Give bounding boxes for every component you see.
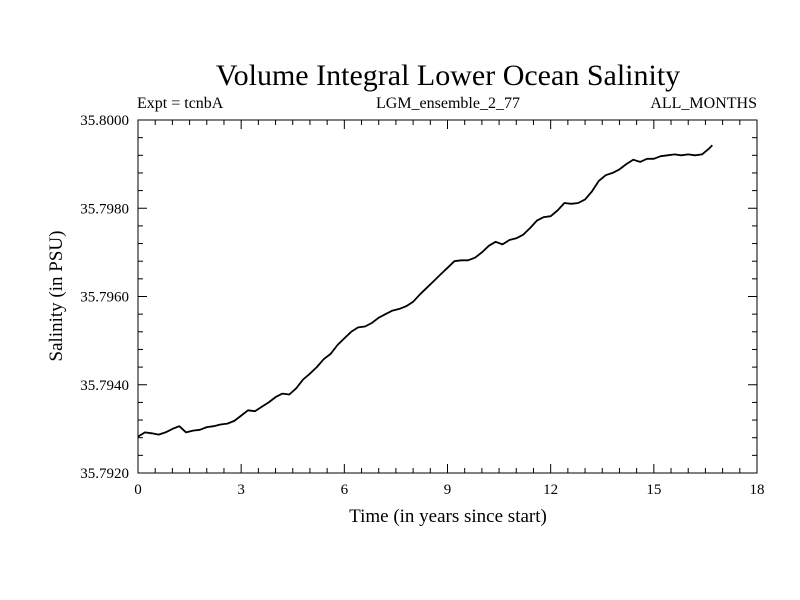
y-tick-label: 35.8000 xyxy=(80,113,129,129)
x-tick-label: 9 xyxy=(444,482,452,498)
subtitle-ensemble: LGM_ensemble_2_77 xyxy=(376,95,520,112)
series-line-salinity xyxy=(137,144,713,438)
y-tick-label: 35.7980 xyxy=(80,201,129,217)
axes xyxy=(137,119,758,474)
y-tick-label: 35.7940 xyxy=(80,378,129,394)
y-axis-label: Salinity (in PSU) xyxy=(46,231,67,362)
x-tick-label: 12 xyxy=(543,482,558,498)
subtitle-months: ALL_MONTHS xyxy=(650,95,757,112)
x-axis-label: Time (in years since start) xyxy=(349,506,547,527)
y-tick-label: 35.7960 xyxy=(80,290,129,306)
chart-title: Volume Integral Lower Ocean Salinity xyxy=(216,59,680,92)
plot-frame xyxy=(137,119,758,474)
x-tick-label: 0 xyxy=(134,482,142,498)
x-tick-label: 15 xyxy=(646,482,661,498)
x-tick-label: 18 xyxy=(750,482,765,498)
tick-marks xyxy=(137,119,758,474)
subtitle-experiment: Expt = tcnbA xyxy=(137,95,224,112)
x-tick-label: 3 xyxy=(237,482,245,498)
x-tick-label: 6 xyxy=(341,482,349,498)
tick-labels: 0 3 6 9 12 15 18 35.7920 35.7940 35.7960 35.7980 35… xyxy=(80,113,764,498)
y-tick-label: 35.7920 xyxy=(80,466,129,482)
data-series xyxy=(137,144,713,438)
